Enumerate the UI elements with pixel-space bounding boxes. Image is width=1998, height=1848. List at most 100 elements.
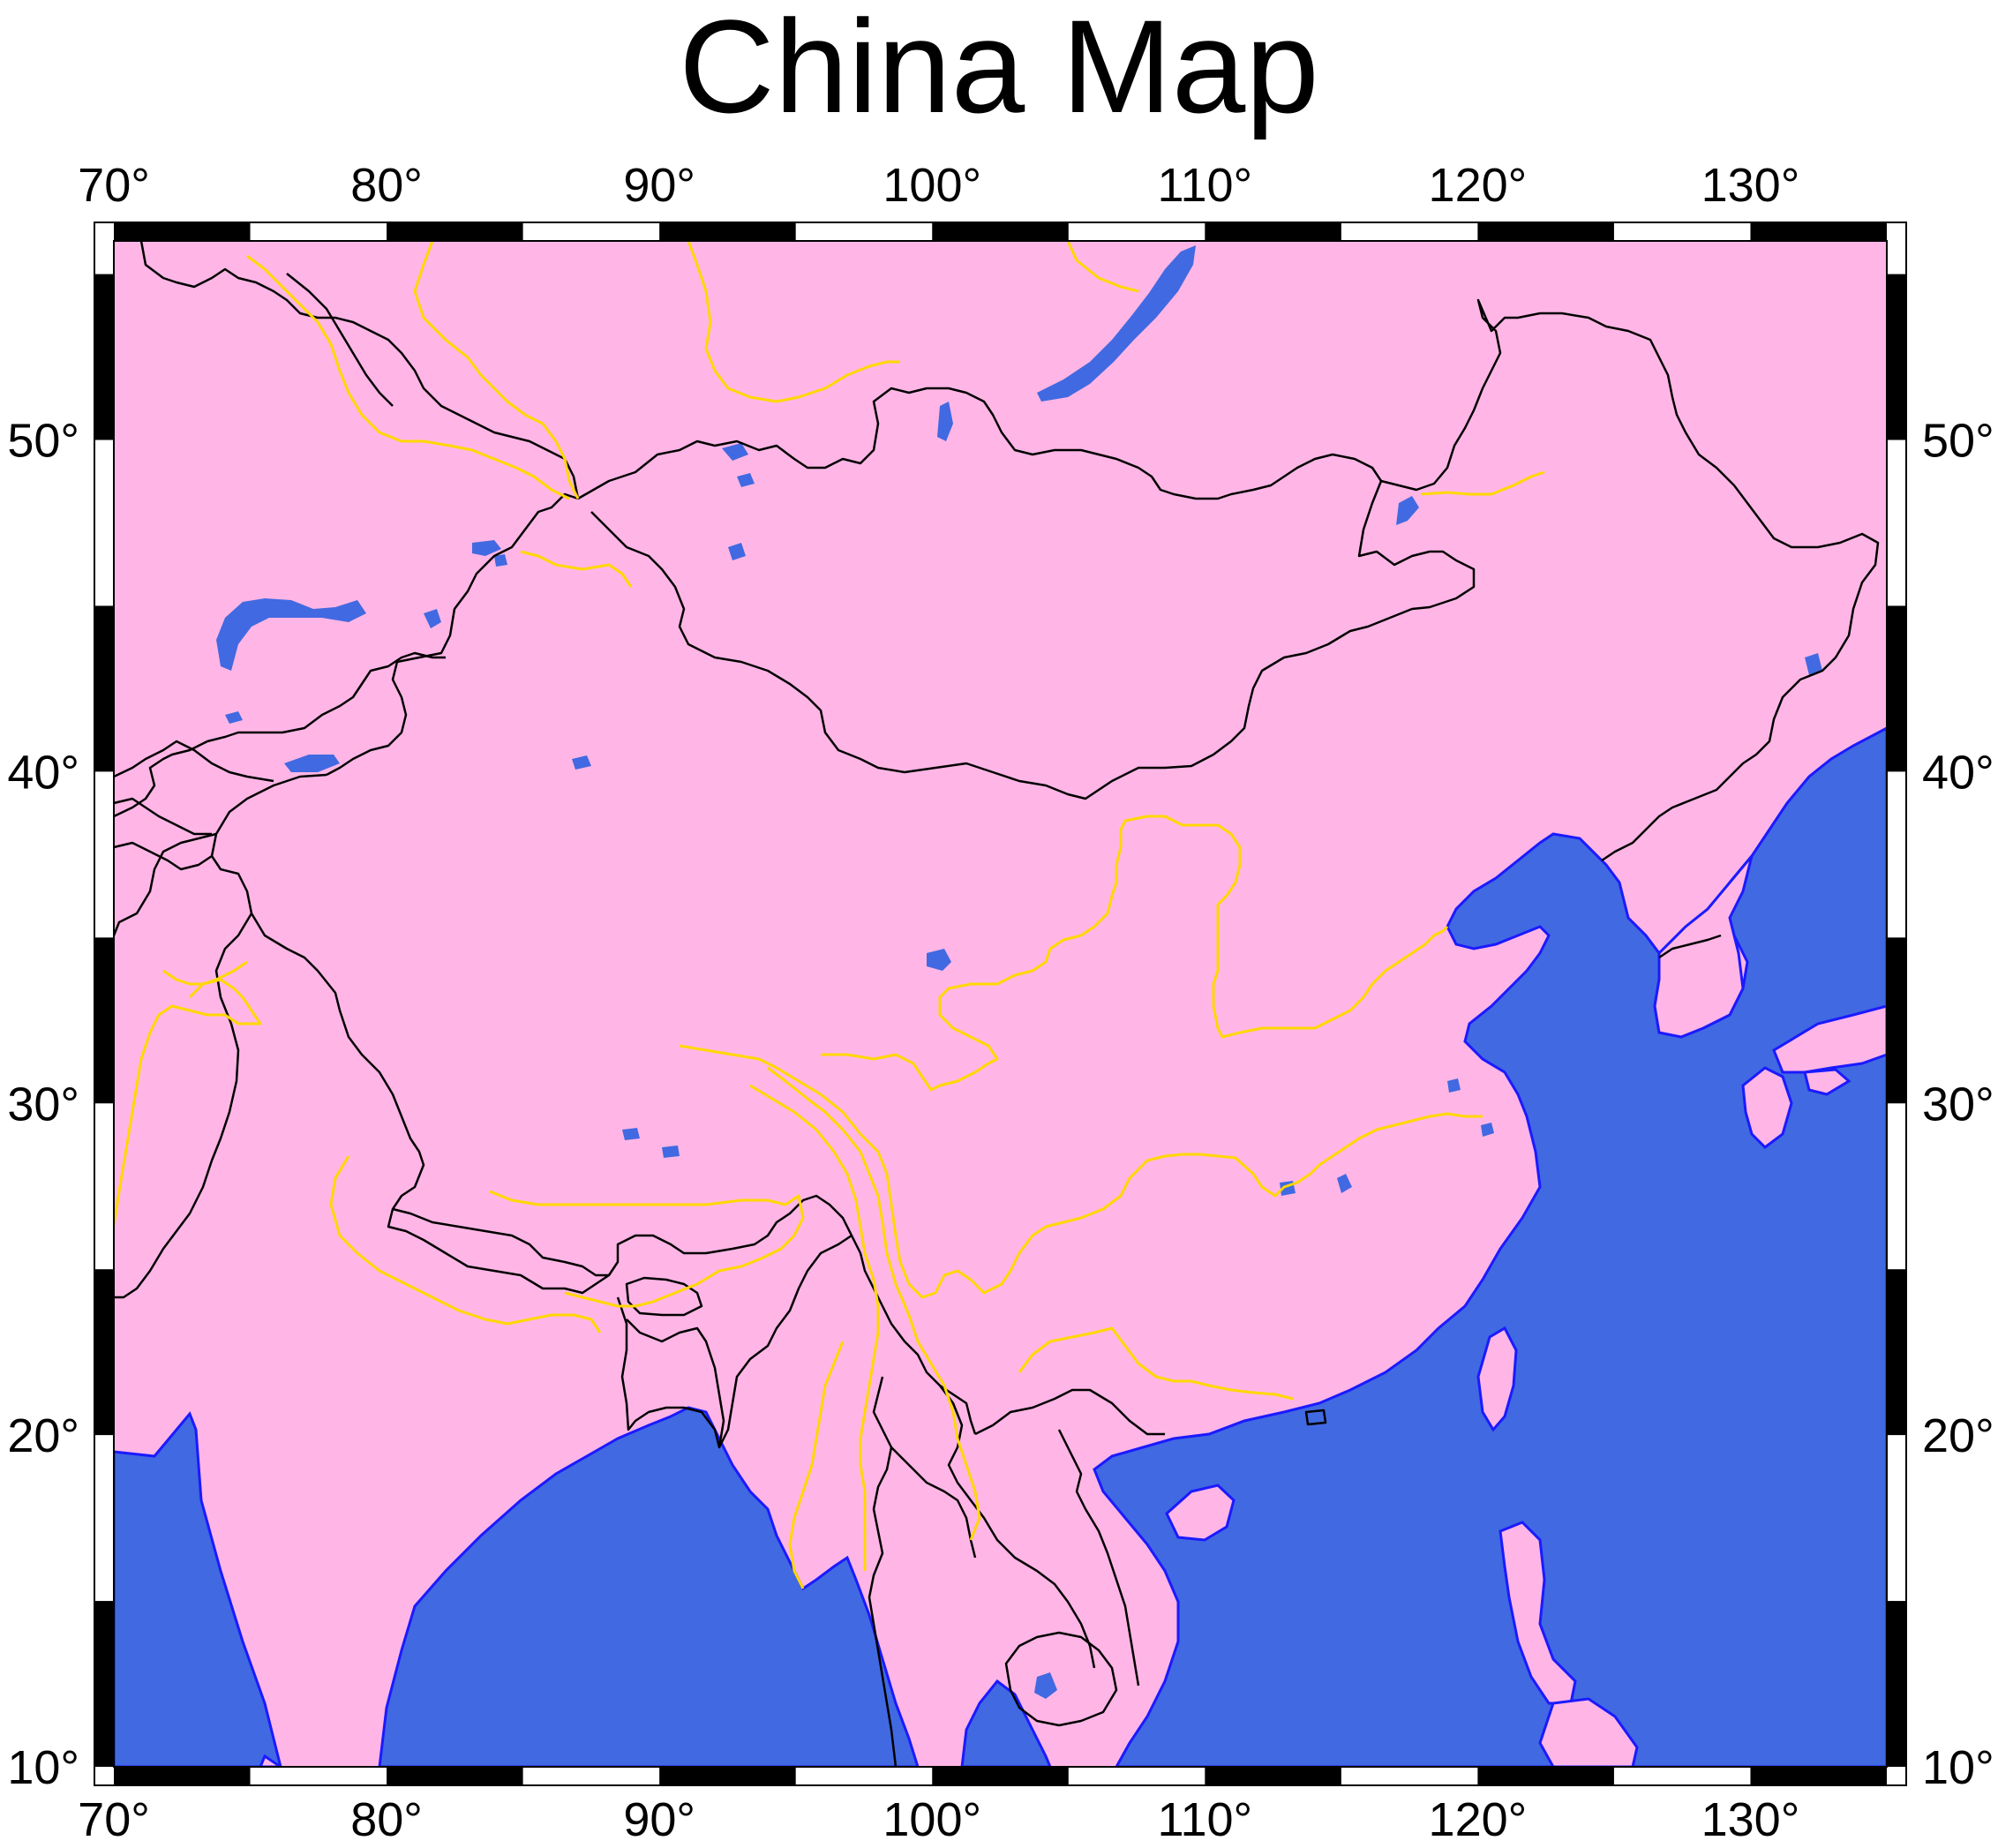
lon-tick-label-bottom: 110°	[1157, 1793, 1252, 1846]
lon-tick-label-top: 70°	[78, 159, 150, 212]
lat-tick-label-left: 50°	[7, 415, 79, 468]
frame-lon-segment	[659, 1767, 796, 1785]
lake-zaysan	[472, 540, 501, 556]
river-ganges	[329, 1155, 602, 1333]
border-myanmar-thailand	[868, 1376, 898, 1768]
map-inner-outline	[113, 240, 1888, 1768]
lat-tick-label-left: 30°	[7, 1078, 79, 1131]
lake-khanka	[1805, 653, 1822, 675]
frame-lon-segment	[387, 1767, 523, 1785]
lat-tick-label-right: 30°	[1922, 1078, 1994, 1131]
frame-lat-segment	[1887, 1601, 1906, 1767]
frame-lon-segment	[387, 222, 523, 241]
border-central-asia-1	[113, 740, 274, 783]
map-frame	[94, 222, 1907, 1786]
border-uzbekistan	[113, 841, 213, 871]
lake-qinghai	[927, 949, 951, 971]
border-kazakh-west	[286, 273, 394, 407]
river-yangtze	[679, 1044, 1483, 1299]
lon-tick-label-top: 120°	[1429, 159, 1528, 212]
border-vietnam	[1057, 1429, 1140, 1686]
river-yellow	[821, 815, 1449, 1092]
lon-tick-label-top: 80°	[350, 159, 423, 212]
border-india-pakistan	[114, 913, 253, 1299]
lon-tick-label-bottom: 90°	[623, 1793, 695, 1846]
lat-tick-label-right: 10°	[1922, 1741, 1994, 1794]
lake-kapchagay	[225, 711, 243, 724]
border-china-mongolia	[590, 480, 1476, 800]
lake-hongze	[1447, 1078, 1461, 1093]
border-russia-kazakh-north	[139, 240, 580, 500]
border-bangladesh	[616, 1296, 725, 1449]
border-hongkong	[1304, 1409, 1327, 1426]
frame-lat-segment	[94, 274, 114, 440]
lake-khyargas	[737, 473, 755, 487]
lake-taihu	[1481, 1123, 1494, 1137]
philippines-south	[1538, 1697, 1639, 1769]
lon-tick-label-top: 90°	[623, 159, 695, 212]
frame-lat-segment	[1887, 1269, 1906, 1436]
border-laos	[939, 1385, 1096, 1669]
lon-tick-label-bottom: 130°	[1701, 1793, 1800, 1846]
lake-tonle-sap	[1034, 1672, 1057, 1699]
lat-tick-label-right: 20°	[1922, 1409, 1994, 1462]
lake-alakol	[424, 609, 441, 628]
border-cambodia	[1004, 1631, 1118, 1727]
river-irrawaddy	[788, 1341, 845, 1589]
lake-baikal	[1037, 245, 1196, 402]
taiwan-island	[1476, 1326, 1518, 1432]
frame-lon-segment	[1205, 222, 1341, 241]
border-china-korea	[1601, 762, 1744, 862]
river-mekong	[767, 1066, 981, 1541]
border-nepal	[392, 1207, 609, 1277]
river-yenisei	[687, 240, 900, 403]
lon-tick-label-bottom: 80°	[350, 1793, 423, 1846]
border-china-kazakhstan	[326, 492, 579, 777]
japan-shikoku	[1803, 1068, 1852, 1096]
rivers	[112, 240, 1545, 1589]
border-central-asia-2	[113, 797, 212, 836]
frame-lat-segment	[1887, 937, 1906, 1104]
border-russia-mongolia	[577, 387, 1383, 500]
lake-selingco	[622, 1128, 640, 1140]
frame-outline	[94, 222, 1907, 1786]
frame-lat-segment	[94, 1269, 114, 1436]
lat-tick-label-left: 20°	[7, 1409, 79, 1462]
frame-lat-segment	[1887, 605, 1906, 772]
lat-tick-label-right: 50°	[1922, 415, 1994, 468]
lon-tick-label-top: 130°	[1701, 159, 1800, 212]
frame-lat-segment	[94, 1601, 114, 1767]
lon-tick-label-top: 110°	[1157, 159, 1252, 212]
border-bhutan	[625, 1276, 703, 1317]
river-amu-darya	[520, 550, 633, 588]
frame-lon-segment	[1477, 222, 1614, 241]
luzon-island	[1498, 1521, 1577, 1705]
lat-tick-label-left: 40°	[7, 746, 79, 799]
frame-lon-segment	[114, 1767, 251, 1785]
frame-lon-segment	[932, 222, 1069, 241]
islands	[258, 855, 1889, 1769]
lake-poyang	[1337, 1174, 1352, 1193]
border-china-vietnam-laos	[974, 1388, 1165, 1436]
lake-khovsgol	[937, 402, 953, 441]
lat-tick-label-left: 10°	[7, 1741, 79, 1794]
hainan-island	[1165, 1484, 1236, 1542]
lakes	[216, 245, 1822, 1699]
frame-lon-segment	[1205, 1767, 1341, 1785]
japan-honshu	[1772, 1004, 1889, 1074]
frame-lat-segment	[94, 605, 114, 772]
frame-lat-segment	[1887, 274, 1906, 440]
lat-tick-label-right: 40°	[1922, 746, 1994, 799]
river-amur	[1420, 470, 1545, 496]
border-korea-dmz	[1658, 934, 1722, 959]
korea-peninsula	[1653, 855, 1754, 1039]
border-thailand-laos	[890, 1446, 977, 1559]
lon-tick-label-top: 100°	[883, 159, 981, 212]
frame-lon-segment	[1750, 222, 1887, 241]
lon-tick-label-bottom: 100°	[883, 1793, 981, 1846]
japan-kyushu	[1741, 1066, 1793, 1149]
frame-lat-segment	[94, 937, 114, 1104]
lake-bam	[728, 543, 746, 560]
frame-lon-segment	[932, 1767, 1069, 1785]
river-selenga	[1066, 240, 1139, 293]
